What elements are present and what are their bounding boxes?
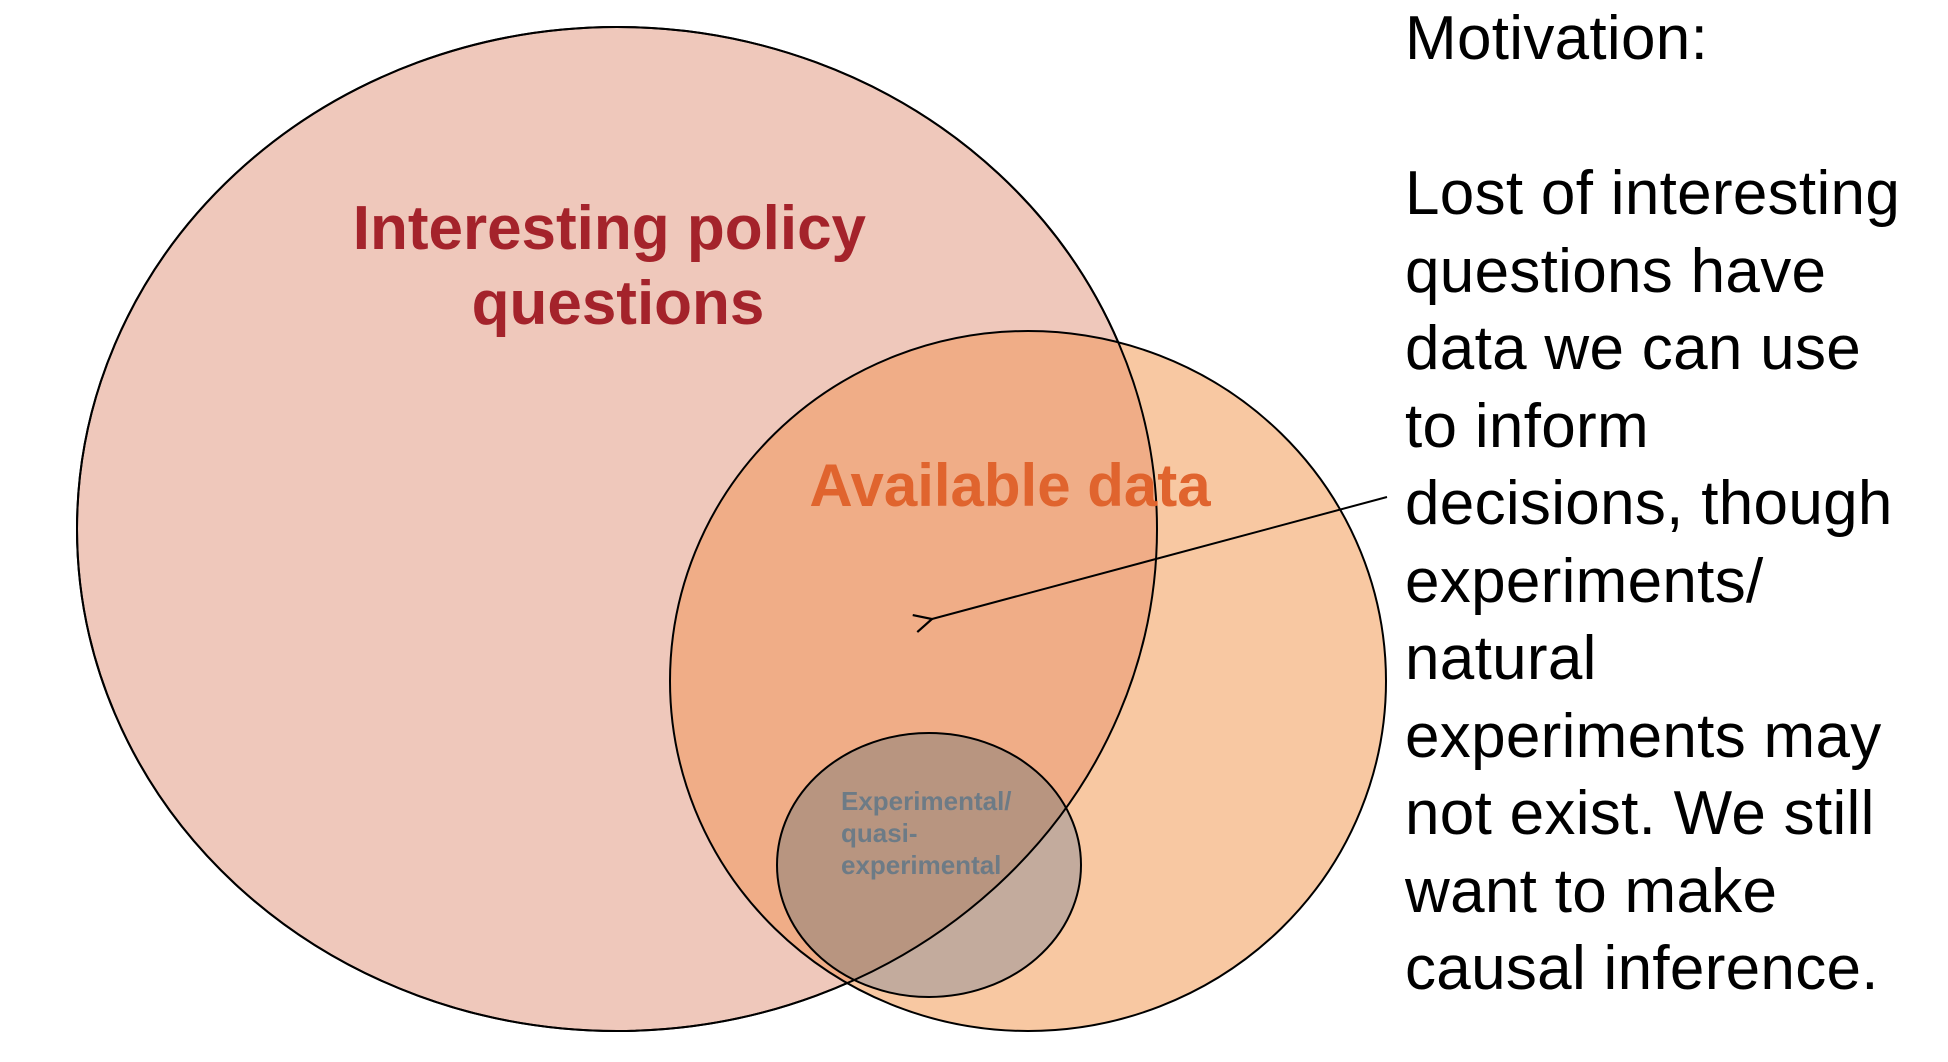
- experimental-label-line-1: Experimental/: [841, 786, 1012, 816]
- experimental-circle-outline: [776, 732, 1082, 998]
- motivation-text-block: Motivation: Lost of interesting questions…: [1405, 0, 1945, 1008]
- motivation-line: experiments may: [1405, 701, 1882, 771]
- motivation-line: causal inference.: [1405, 934, 1879, 1003]
- policy-label-line-1: Interesting policy: [353, 194, 867, 263]
- motivation-line: not exist. We still: [1405, 779, 1875, 848]
- motivation-line: decisions, though: [1405, 469, 1893, 538]
- experimental-label-line-3: experimental: [841, 850, 1001, 880]
- motivation-line: data we can use: [1405, 314, 1862, 383]
- policy-questions-label: Interesting policy questions: [353, 194, 884, 338]
- available-data-label: Available data: [809, 452, 1211, 519]
- arrow: [932, 496, 1388, 619]
- motivation-heading: Motivation:: [1405, 4, 1709, 73]
- policy-label-line-2: questions: [472, 269, 765, 338]
- motivation-line: questions have: [1405, 236, 1827, 306]
- data-circle-outline: [669, 330, 1387, 1032]
- motivation-line: want to make: [1405, 856, 1778, 926]
- motivation-line: to inform: [1405, 391, 1649, 461]
- experimental-label: Experimental/ quasi- experimental: [841, 786, 1019, 880]
- motivation-line: experiments/: [1405, 546, 1764, 616]
- policy-circle-outline: [76, 26, 1158, 1032]
- experimental-label-line-2: quasi-: [841, 818, 918, 848]
- spacer: [1405, 78, 1945, 156]
- motivation-body: Lost of interesting questions have data we…: [1405, 155, 1945, 1008]
- motivation-line: Lost of interesting: [1405, 159, 1901, 228]
- venn-diagram: Interesting policy questions Available d…: [76, 26, 1388, 1032]
- motivation-line: natural: [1405, 624, 1597, 693]
